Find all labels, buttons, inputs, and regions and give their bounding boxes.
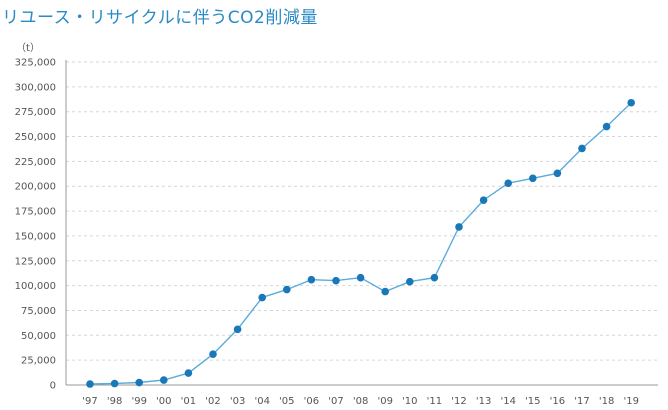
data-point [479, 196, 488, 204]
data-point [209, 350, 217, 358]
x-tick-label: '08 [353, 396, 368, 407]
data-point [504, 179, 512, 188]
x-tick-label: '98 [107, 396, 122, 407]
x-tick-label: '07 [328, 396, 343, 407]
x-tick-label: '09 [377, 396, 392, 407]
x-tick-label: '19 [623, 396, 638, 407]
x-tick-label: '10 [402, 396, 417, 407]
y-tick-label: 200,000 [15, 182, 56, 193]
y-unit-label: （t） [16, 42, 40, 54]
x-tick-label: '12 [451, 396, 466, 407]
data-point [307, 275, 316, 284]
x-tick-label: '14 [500, 396, 515, 407]
x-tick-label: '15 [525, 396, 540, 407]
x-tick-label: '04 [254, 396, 269, 407]
data-point [258, 293, 267, 302]
x-tick-label: '17 [574, 396, 589, 407]
data-point [455, 223, 463, 231]
data-point [160, 376, 168, 384]
data-point [283, 285, 291, 294]
data-point [356, 273, 365, 282]
series-line [89, 102, 632, 385]
x-tick-labels: '97 '98 '99 '00 '01 '02 '03 '04 '05 '06 '07 '08 '09 '… [82, 396, 639, 407]
x-tick-label: '18 [599, 396, 614, 407]
x-tick-label: '11 [427, 396, 442, 407]
x-tick-label: '13 [476, 396, 491, 407]
grid-layer [66, 61, 658, 361]
chart-title: リユース・リサイクルに伴うCO2削減量 [2, 8, 318, 28]
y-tick-label: 225,000 [15, 157, 56, 168]
data-point [430, 273, 439, 282]
y-tick-label: 125,000 [15, 256, 56, 267]
data-point [602, 122, 611, 131]
y-tick-label: 25,000 [21, 356, 56, 367]
data-point [406, 277, 414, 286]
x-tick-label: '01 [181, 396, 196, 407]
x-tick-label: '00 [156, 396, 171, 407]
x-tick-label: '16 [550, 396, 565, 407]
data-point [553, 169, 562, 178]
x-tick-label: '03 [230, 396, 245, 407]
y-tick-label: 75,000 [21, 306, 56, 317]
marker-layer [86, 98, 635, 388]
y-tick-label: 275,000 [15, 107, 56, 118]
y-tick-label: 250,000 [15, 132, 56, 143]
data-point [110, 379, 119, 388]
data-point [184, 369, 193, 377]
x-tick-label: '05 [279, 396, 294, 407]
y-tick-label: 300,000 [15, 82, 56, 93]
y-tick-label: 325,000 [15, 58, 56, 69]
data-point [627, 98, 635, 107]
data-point [529, 174, 537, 183]
axis-layer [65, 60, 658, 386]
data-point [332, 276, 340, 285]
data-point [578, 144, 586, 153]
x-tick-label: '99 [131, 396, 146, 407]
data-point [381, 287, 390, 296]
y-tick-label: 100,000 [15, 281, 56, 292]
data-point [135, 378, 143, 387]
data-point [86, 380, 94, 388]
y-tick-label: 0 [50, 381, 56, 392]
x-tick-label: '06 [304, 396, 319, 407]
data-point [233, 325, 242, 334]
y-tick-labels: 0 25,000 50,000 75,000 100,000 125,000 150,000… [15, 58, 56, 392]
x-tick-label: '97 [82, 396, 97, 407]
y-tick-label: 175,000 [15, 207, 56, 218]
y-tick-label: 50,000 [21, 331, 56, 342]
x-tick-label: '02 [205, 396, 220, 407]
y-tick-label: 150,000 [15, 231, 56, 242]
series-layer [89, 102, 632, 385]
